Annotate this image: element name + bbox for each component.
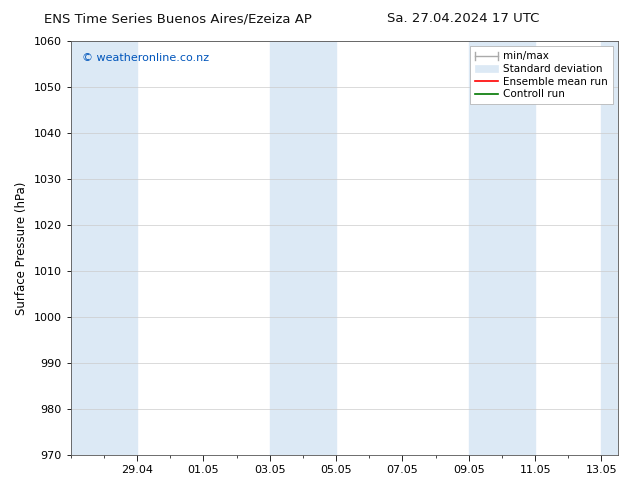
Y-axis label: Surface Pressure (hPa): Surface Pressure (hPa) [15,181,28,315]
Legend: min/max, Standard deviation, Ensemble mean run, Controll run: min/max, Standard deviation, Ensemble me… [470,46,613,104]
Text: © weatheronline.co.nz: © weatheronline.co.nz [82,53,209,64]
Bar [269,41,336,455]
Bar [71,41,137,455]
Text: Sa. 27.04.2024 17 UTC: Sa. 27.04.2024 17 UTC [387,12,539,25]
Text: ENS Time Series Buenos Aires/Ezeiza AP: ENS Time Series Buenos Aires/Ezeiza AP [44,12,311,25]
Bar [469,41,535,455]
Bar [602,41,618,455]
